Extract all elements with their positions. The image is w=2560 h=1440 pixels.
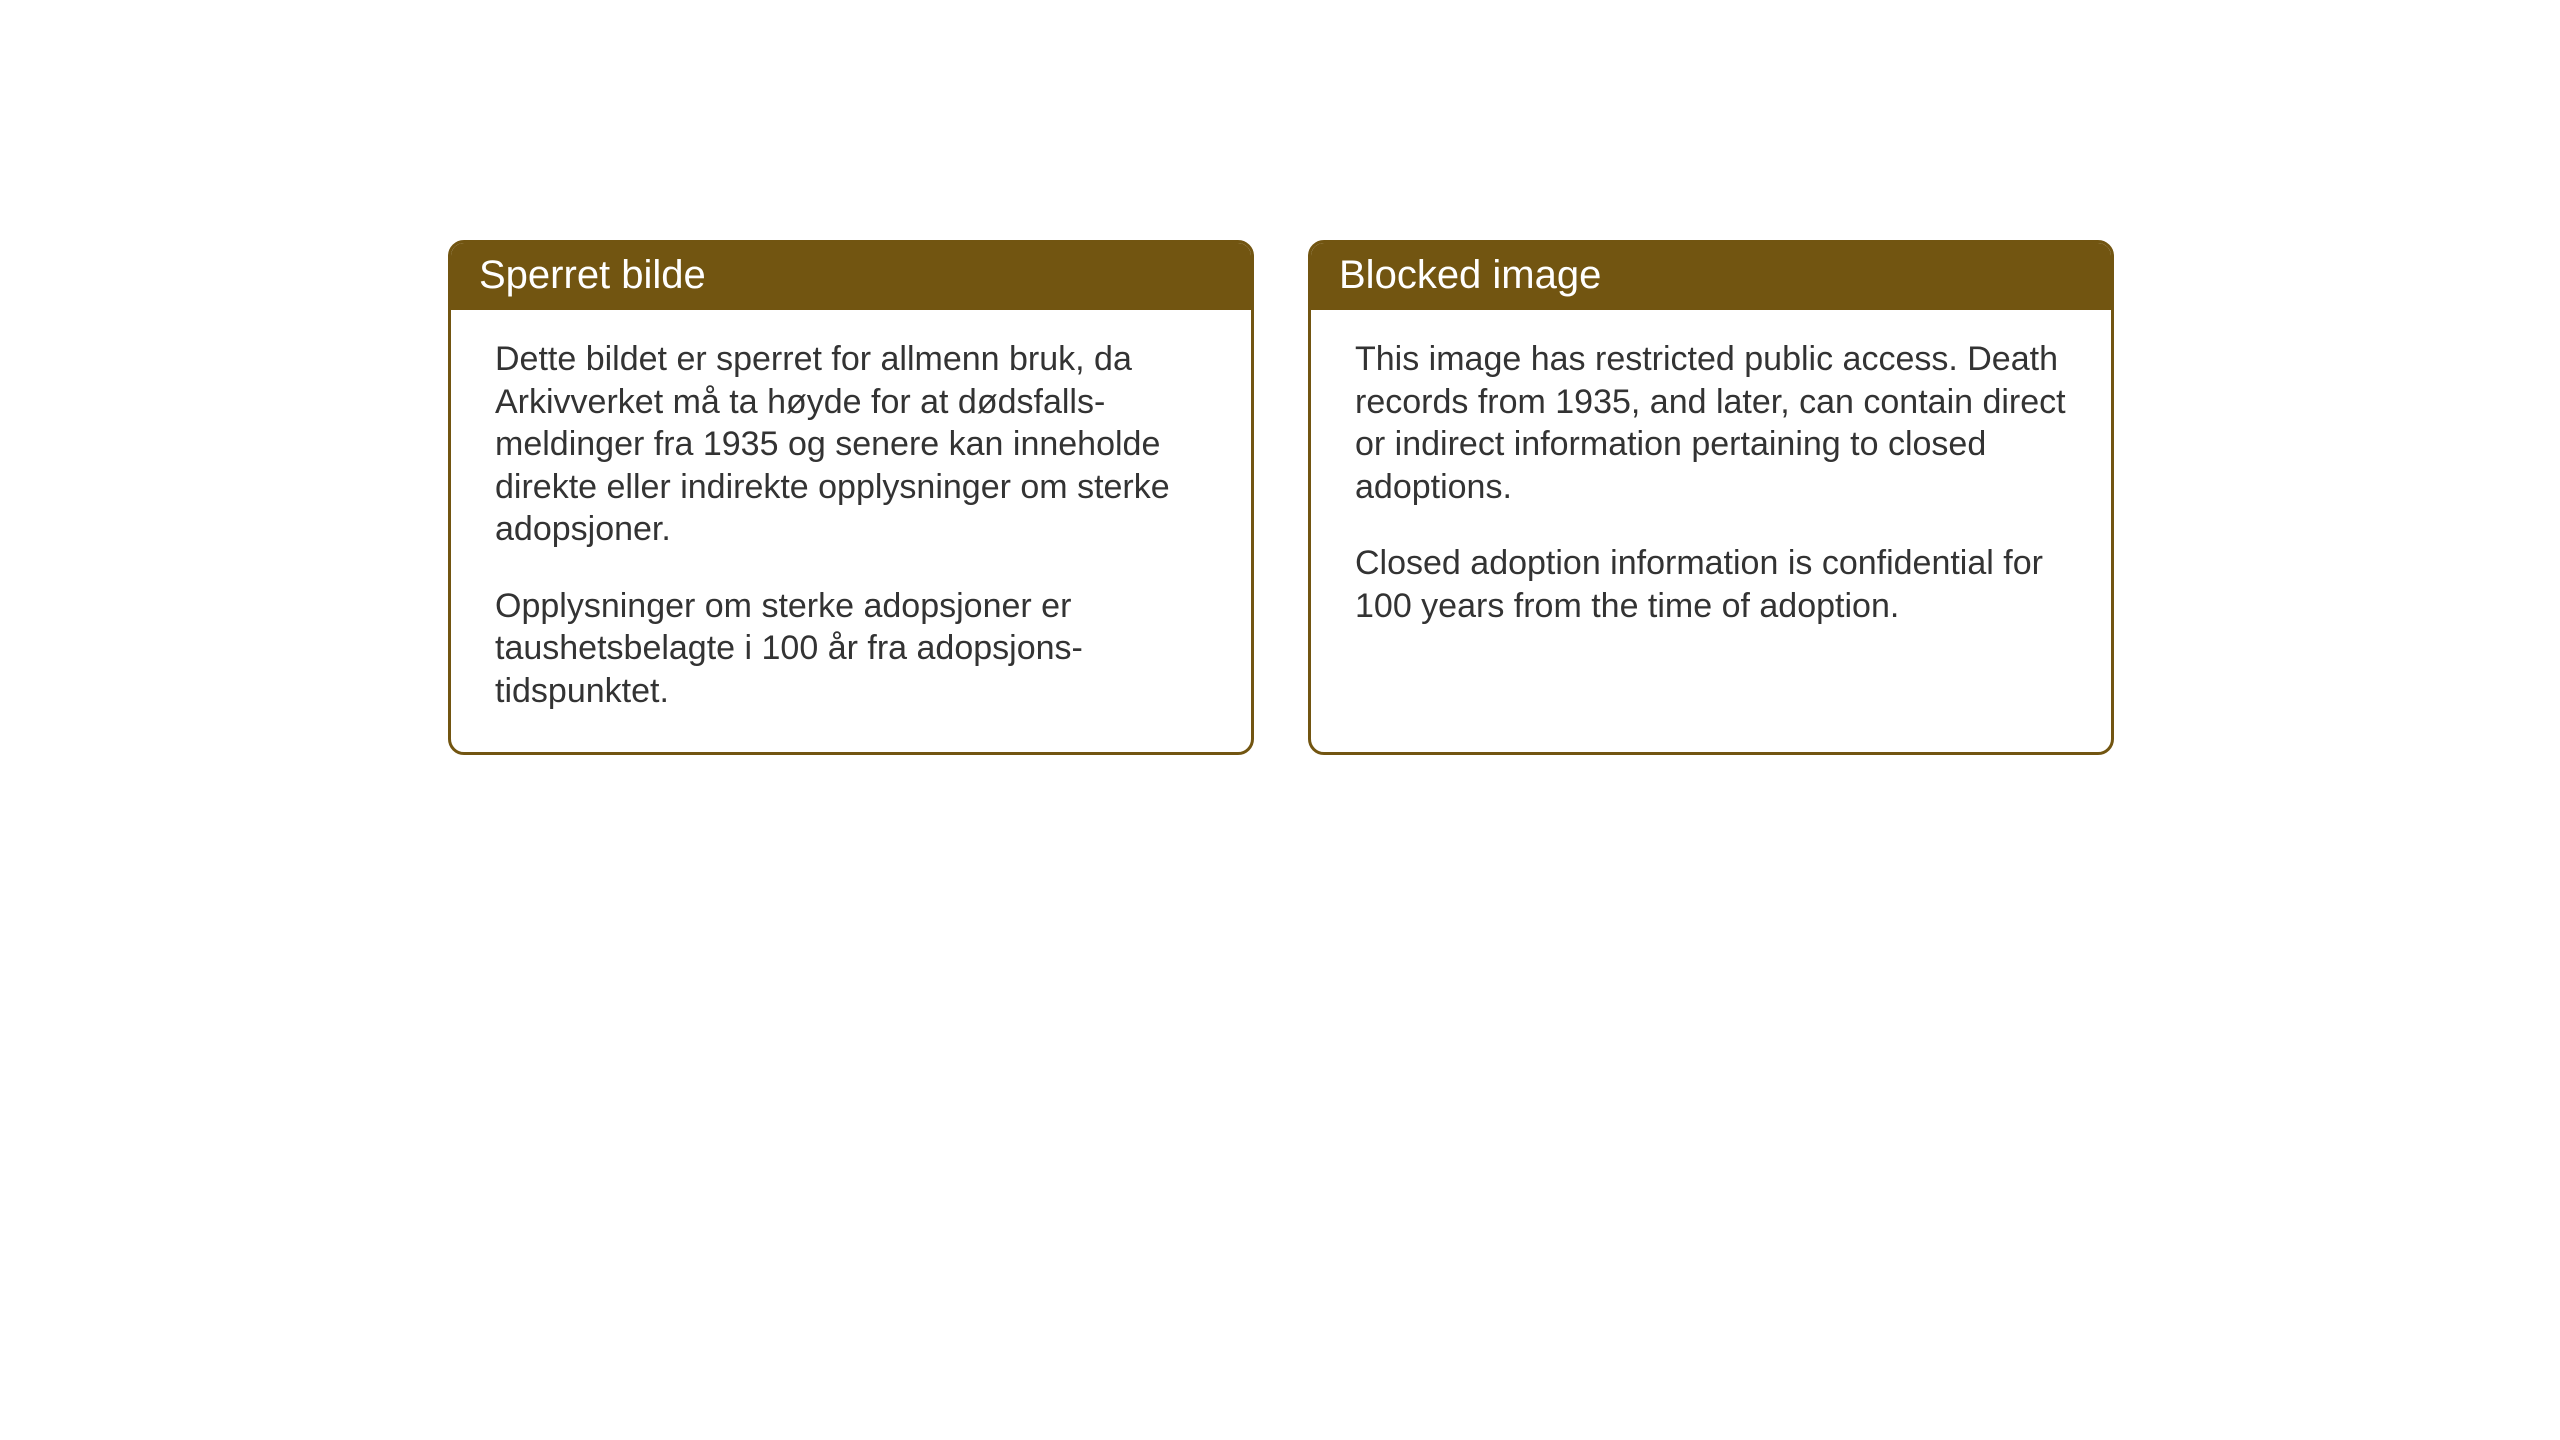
card-body-english: This image has restricted public access.…	[1311, 310, 2111, 667]
paragraph-norwegian-1: Dette bildet er sperret for allmenn bruk…	[495, 338, 1207, 551]
notice-card-english: Blocked image This image has restricted …	[1308, 240, 2114, 755]
notice-card-norwegian: Sperret bilde Dette bildet er sperret fo…	[448, 240, 1254, 755]
paragraph-english-1: This image has restricted public access.…	[1355, 338, 2067, 508]
card-title-norwegian: Sperret bilde	[451, 243, 1251, 310]
card-title-english: Blocked image	[1311, 243, 2111, 310]
card-body-norwegian: Dette bildet er sperret for allmenn bruk…	[451, 310, 1251, 752]
paragraph-norwegian-2: Opplysninger om sterke adopsjoner er tau…	[495, 585, 1207, 713]
notice-container: Sperret bilde Dette bildet er sperret fo…	[448, 240, 2114, 755]
paragraph-english-2: Closed adoption information is confident…	[1355, 542, 2067, 627]
